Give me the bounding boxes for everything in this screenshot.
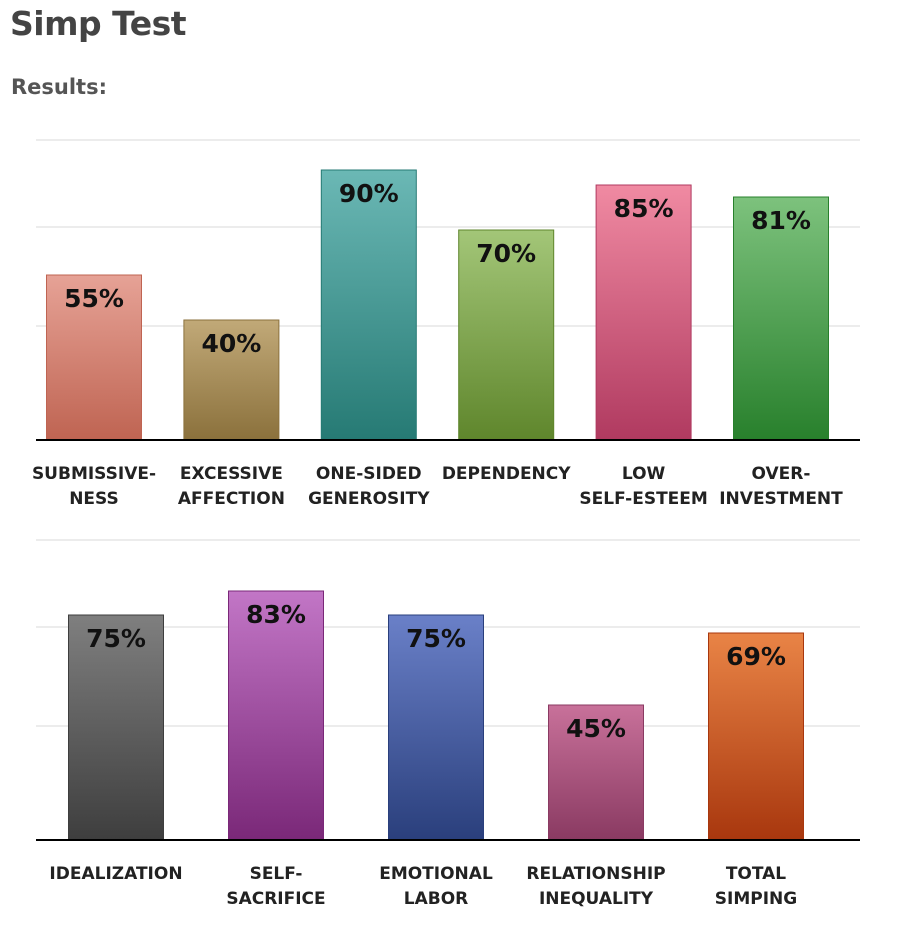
bar [548, 704, 644, 841]
bar [708, 632, 804, 841]
bar [228, 590, 324, 841]
category-label: SIMPING [715, 889, 797, 909]
category-label: SELF- [250, 864, 303, 884]
bar [320, 169, 417, 441]
bar [183, 319, 280, 441]
category-label: TOTAL [726, 864, 786, 884]
category-label: LOW [622, 464, 666, 484]
category-label: EMOTIONAL [379, 864, 493, 884]
category-label: SACRIFICE [226, 889, 325, 909]
category-label: INEQUALITY [539, 889, 654, 909]
bar-value-label: 90% [339, 179, 399, 208]
bar-value-label: 70% [476, 239, 536, 268]
category-label: NESS [69, 489, 119, 509]
bar [388, 614, 484, 841]
bar [46, 274, 142, 441]
category-label: SELF-ESTEEM [579, 489, 707, 509]
results-label: Results: [11, 75, 107, 99]
category-label: SUBMISSIVE- [32, 464, 156, 484]
bar [733, 196, 829, 441]
category-label: RELATIONSHIP [526, 864, 665, 884]
bar-value-label: 45% [566, 714, 626, 743]
category-label: INVESTMENT [719, 489, 843, 509]
bar-value-label: 69% [726, 642, 786, 671]
bar-value-label: 85% [614, 194, 674, 223]
category-label: DEPENDENCY [442, 464, 571, 484]
bar-value-label: 75% [406, 624, 466, 653]
category-label: IDEALIZATION [49, 864, 182, 884]
category-label: ONE-SIDED [316, 464, 422, 484]
category-label: AFFECTION [178, 489, 285, 509]
bar [458, 229, 555, 441]
bar-value-label: 55% [64, 284, 124, 313]
page-title: Simp Test [10, 4, 187, 43]
category-label: EXCESSIVE [180, 464, 283, 484]
bar-value-label: 75% [86, 624, 146, 653]
bar-value-label: 81% [751, 206, 811, 235]
category-label: GENEROSITY [308, 489, 430, 509]
bar-value-label: 40% [201, 329, 261, 358]
bar [68, 614, 164, 841]
category-label: OVER- [752, 464, 811, 484]
bar-value-label: 83% [246, 600, 306, 629]
bar [595, 184, 692, 441]
category-label: LABOR [404, 889, 469, 909]
